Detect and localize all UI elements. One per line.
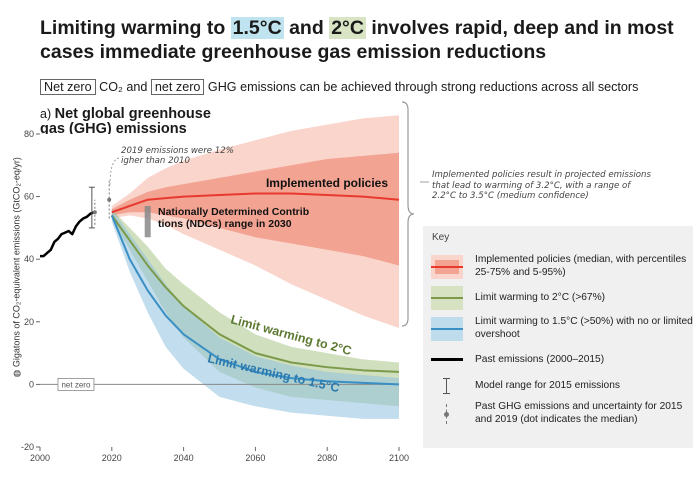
- title-text: involves rapid, deep and in most cases i…: [40, 17, 674, 63]
- emissions-2019-note: 2019 emissions were 12%: [121, 146, 234, 156]
- implemented-band-25-75: [111, 152, 400, 266]
- subtitle-text: CO₂ and: [95, 80, 151, 94]
- subtitle-text: GHG emissions can be achieved through st…: [204, 80, 639, 94]
- x-tick-label: 2060: [245, 453, 265, 463]
- emissions-2019-pointer: [109, 157, 120, 186]
- past-uncertainty-median: [92, 210, 97, 215]
- y-tick-label: 0: [29, 379, 34, 389]
- panel-title: Net global greenhouse gas (GHG) emission…: [40, 106, 211, 137]
- y-tick-label: 80: [24, 129, 34, 139]
- implemented-median-line: [111, 192, 400, 214]
- title-highlight-2: 2°C: [329, 17, 366, 39]
- legend-swatch-model-range: [431, 374, 463, 398]
- legend-item-1-5c: Limit warming to 1.5°C (>50%) with no or…: [431, 316, 693, 341]
- ndc-label: Nationally Determined Contrib: [158, 206, 309, 218]
- legend-text: Model range for 2015 emissions: [475, 379, 620, 391]
- x-tick-label: 2000: [30, 453, 50, 463]
- title-text: Limiting warming to: [40, 17, 231, 39]
- implemented-policies-label: Implemented policies: [266, 176, 388, 190]
- net-zero-box: Net zero: [40, 79, 96, 95]
- legend-title: Key: [432, 232, 450, 243]
- subtitle: Net zero CO₂ and net zero GHG emissions …: [40, 79, 695, 95]
- legend-text: Implemented policies (median, with perce…: [475, 254, 687, 278]
- legend-text: Past GHG emissions and uncertainty for 2…: [475, 401, 683, 425]
- net-zero-box: [57, 377, 95, 391]
- y-tick-label: 40: [24, 254, 34, 264]
- title-highlight-1-5: 1.5°C: [230, 17, 284, 39]
- y-tick-label: 60: [24, 192, 34, 202]
- legend-swatch-past: [431, 348, 463, 372]
- legend-text: Past emissions (2000–2015): [475, 353, 605, 365]
- implemented-note: Implemented policies result in projected…: [432, 170, 651, 201]
- ndc-label: tions (NDCs) range in 2030: [158, 218, 292, 230]
- limit-1-5c-band: [111, 209, 400, 419]
- limit-2c-band: [111, 209, 400, 407]
- legend-text: Limit warming to 2°C (>67%): [475, 291, 606, 303]
- panel-label: a) Net global greenhouse gas (GHG) emiss…: [40, 107, 230, 137]
- past-uncertainty-median: [107, 197, 112, 202]
- ndc-range-bar: [144, 205, 151, 238]
- y-tick-label: 20: [24, 317, 34, 327]
- emissions-2019-note: igher than 2010: [121, 156, 191, 166]
- legend: Key Implemented policies (median, with p…: [423, 226, 693, 448]
- y-tick-label: -20: [21, 442, 34, 452]
- legend-swatch-implemented: [431, 254, 463, 279]
- legend-swatch-past-uncertainty: [431, 402, 463, 426]
- x-tick-label: 2020: [102, 453, 122, 463]
- net-zero-box: net zero: [150, 79, 205, 95]
- implemented-range-brace: [401, 101, 415, 327]
- x-tick-label: 2100: [389, 453, 409, 463]
- net-zero-label: net zero: [61, 380, 90, 389]
- page-title: Limiting warming to 1.5°C and 2°C involv…: [40, 16, 690, 64]
- legend-item-past-uncertainty: Past GHG emissions and uncertainty for 2…: [431, 401, 693, 426]
- x-tick-label: 2080: [317, 453, 337, 463]
- past-emissions-line: [40, 211, 95, 258]
- legend-swatch-1-5c: [431, 316, 463, 341]
- legend-item-past: Past emissions (2000–2015): [431, 348, 604, 372]
- limit-2c-median-line: [110, 214, 400, 373]
- legend-item-implemented: Implemented policies (median, with perce…: [431, 254, 693, 279]
- legend-text: Limit warming to 1.5°C (>50%) with no or…: [475, 316, 693, 340]
- legend-swatch-2c: [431, 286, 463, 310]
- legend-item-model-range: Model range for 2015 emissions: [431, 374, 620, 398]
- limit-1-5c-median-line: [110, 215, 400, 386]
- title-text: and: [283, 17, 330, 39]
- legend-item-2c: Limit warming to 2°C (>67%): [431, 286, 605, 310]
- panel-letter: a): [40, 107, 55, 121]
- x-tick-label: 2040: [174, 453, 194, 463]
